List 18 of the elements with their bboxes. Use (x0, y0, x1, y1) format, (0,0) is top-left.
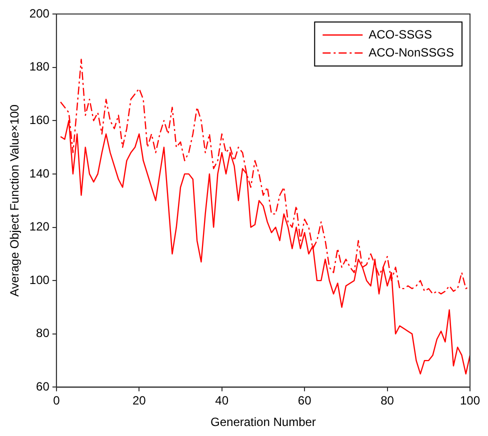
x-tick-label: 40 (215, 394, 229, 408)
y-tick-label: 160 (29, 112, 50, 127)
y-tick-label: 180 (29, 60, 50, 74)
y-tick-label: 120 (29, 220, 50, 234)
y-tick-label: 140 (29, 166, 50, 180)
x-tick-label: 80 (380, 394, 394, 408)
legend-label: ACO-SSGS (368, 27, 432, 42)
x-tick-label: 100 (460, 394, 480, 408)
x-axis-title: Generation Number (210, 415, 316, 430)
x-tick-label: 0 (53, 394, 60, 408)
y-tick-label: 60 (36, 380, 50, 394)
x-tick-label: 60 (298, 394, 312, 408)
y-tick-label: 100 (29, 272, 50, 287)
y-axis-title: Average Object Function Value×100 (8, 104, 22, 297)
y-tick-label: 200 (29, 6, 50, 20)
legend-label: ACO-NonSSGS (368, 45, 454, 60)
y-tick-label: 80 (36, 326, 50, 340)
x-tick-label: 20 (132, 394, 146, 408)
